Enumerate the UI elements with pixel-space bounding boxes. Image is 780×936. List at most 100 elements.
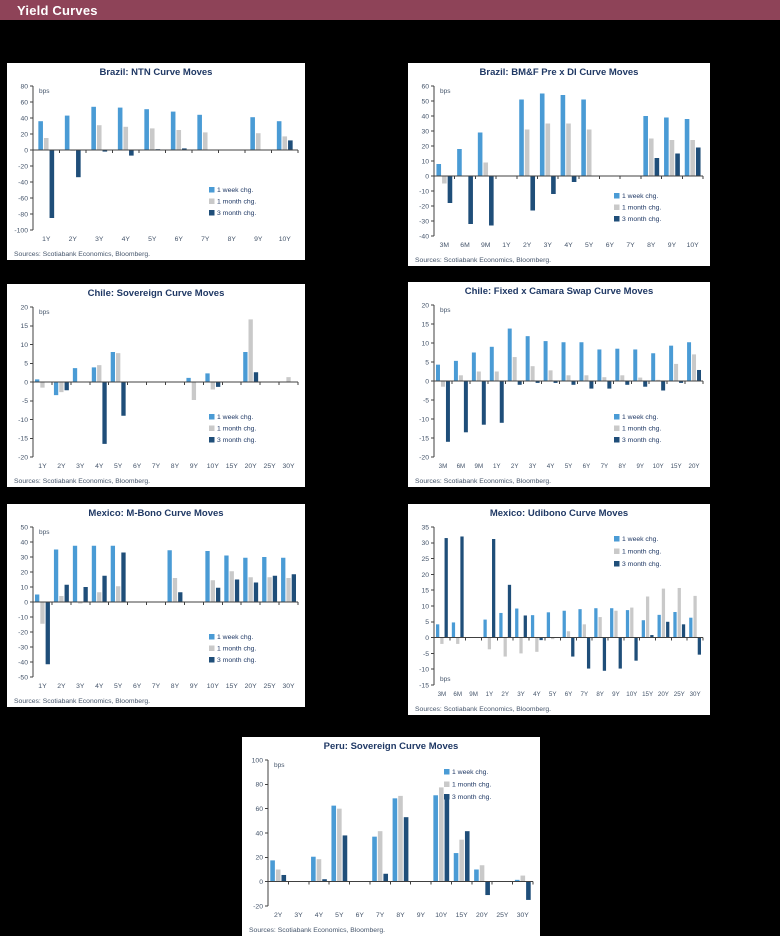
legend-label: 1 month chg. xyxy=(622,426,661,433)
bar xyxy=(633,349,638,381)
y-tick-label: -40 xyxy=(18,179,28,186)
bars xyxy=(436,93,701,226)
bar xyxy=(129,150,134,156)
bar xyxy=(641,620,645,638)
x-tick-label: 4Y xyxy=(533,691,541,698)
bar xyxy=(267,577,272,602)
x-tick-label: 9Y xyxy=(254,236,263,243)
y-tick-label: 30 xyxy=(20,554,28,561)
bar xyxy=(562,610,566,638)
x-tick-label: 3Y xyxy=(517,691,525,698)
chart-panel-brazil-ntn: Brazil: NTN Curve Moves -100 -80 -60 -40 -20… xyxy=(7,63,305,260)
x-tick-label: 6Y xyxy=(606,242,615,249)
bar xyxy=(481,381,486,425)
bar xyxy=(282,136,288,150)
bar xyxy=(322,879,327,882)
legend-swatch xyxy=(209,657,215,663)
bar xyxy=(123,126,129,150)
x-tick-label: 9Y xyxy=(190,683,199,690)
y-axis: -20 -15 -10 -5 0 5 10 15 20 xyxy=(419,302,435,461)
x-tick-label: 25Y xyxy=(496,912,509,919)
bar xyxy=(255,133,261,150)
bars xyxy=(436,328,701,442)
bar xyxy=(645,596,650,638)
y-tick-label: 100 xyxy=(252,757,264,764)
bar xyxy=(453,360,458,381)
x-tick-label: 2Y xyxy=(69,236,78,243)
y-tick-label: 20 xyxy=(20,569,28,576)
bar xyxy=(507,328,512,381)
x-axis xyxy=(433,637,704,641)
bar xyxy=(83,587,88,602)
chart-panel-mexico-mbono: Mexico: M-Bono Curve Moves -50 -40 -30 -20-… xyxy=(7,504,305,707)
chart-title: Peru: Sovereign Curve Moves xyxy=(323,741,459,752)
bar xyxy=(53,382,59,396)
bar xyxy=(523,615,527,638)
x-tick-label: 10Y xyxy=(279,236,292,243)
bar xyxy=(291,574,296,602)
legend-swatch xyxy=(614,193,620,199)
legend-label: 3 month chg. xyxy=(622,437,661,444)
y-tick-label: 5 xyxy=(24,361,28,368)
x-tick-label: 7Y xyxy=(152,463,161,470)
bar xyxy=(444,538,448,638)
bar xyxy=(40,382,45,388)
bar xyxy=(643,116,648,176)
bar xyxy=(657,614,661,638)
legend-swatch xyxy=(614,414,620,420)
chart-title: Mexico: Udibono Curve Moves xyxy=(489,508,629,519)
legend-swatch xyxy=(614,548,620,554)
legend-label: 1 week chg. xyxy=(217,187,253,194)
bps-label: bps xyxy=(39,309,50,316)
x-tick-label: 5Y xyxy=(335,912,344,919)
x-tick-label: 8Y xyxy=(396,912,405,919)
legend: 1 week chg. 1 month chg. 3 month chg. xyxy=(209,187,256,217)
x-tick-label: 10Y xyxy=(626,691,637,698)
y-tick-label: -10 xyxy=(419,188,429,195)
x-tick-label: 15Y xyxy=(226,463,239,470)
bar xyxy=(182,148,187,150)
chart-plot-chile-sovereign: -20 -15 -10 -5 0 5 10 15 20 1Y 2Y 3Y 4Y 5Y 6Y 7Y 8Y 9Y 10Y… xyxy=(18,304,299,470)
x-tick-label: 10Y xyxy=(687,242,700,249)
bar xyxy=(584,375,589,381)
y-tick-label: 40 xyxy=(20,115,28,122)
x-tick-label: 3Y xyxy=(544,242,553,249)
x-tick-label: 20Y xyxy=(245,463,258,470)
y-tick-label: -15 xyxy=(419,435,429,442)
bar xyxy=(38,121,43,150)
bar xyxy=(436,164,442,176)
bar xyxy=(286,578,291,602)
x-tick-label: 3M xyxy=(438,691,447,698)
legend-swatch xyxy=(614,561,620,567)
bps-label: bps xyxy=(440,307,451,314)
bar xyxy=(45,602,50,665)
bar xyxy=(457,149,462,176)
y-tick-label: 20 xyxy=(421,143,429,150)
bar xyxy=(674,363,679,381)
bar xyxy=(602,637,607,671)
bar xyxy=(243,352,248,382)
bar xyxy=(377,831,383,882)
x-tick-label: 6Y xyxy=(133,683,142,690)
legend-label: 1 week chg. xyxy=(217,414,253,421)
bar xyxy=(176,130,182,150)
bar xyxy=(661,588,666,638)
bar xyxy=(121,382,126,416)
bar xyxy=(262,557,267,602)
x-axis xyxy=(32,149,299,153)
bar xyxy=(248,319,253,383)
bar xyxy=(560,95,566,176)
legend-swatch xyxy=(209,187,215,193)
y-tick-label: 0 xyxy=(24,379,28,386)
legend-swatch xyxy=(209,414,215,420)
bar xyxy=(440,637,444,644)
bar xyxy=(607,381,612,389)
bar xyxy=(210,382,215,390)
bar xyxy=(215,587,221,602)
chart-title: Chile: Fixed x Camara Swap Curve Moves xyxy=(464,286,654,297)
bar xyxy=(116,586,121,602)
bps-label: bps xyxy=(39,529,50,536)
x-tick-label: 9Y xyxy=(190,463,199,470)
bar xyxy=(535,381,540,383)
x-tick-label: 6Y xyxy=(565,691,573,698)
